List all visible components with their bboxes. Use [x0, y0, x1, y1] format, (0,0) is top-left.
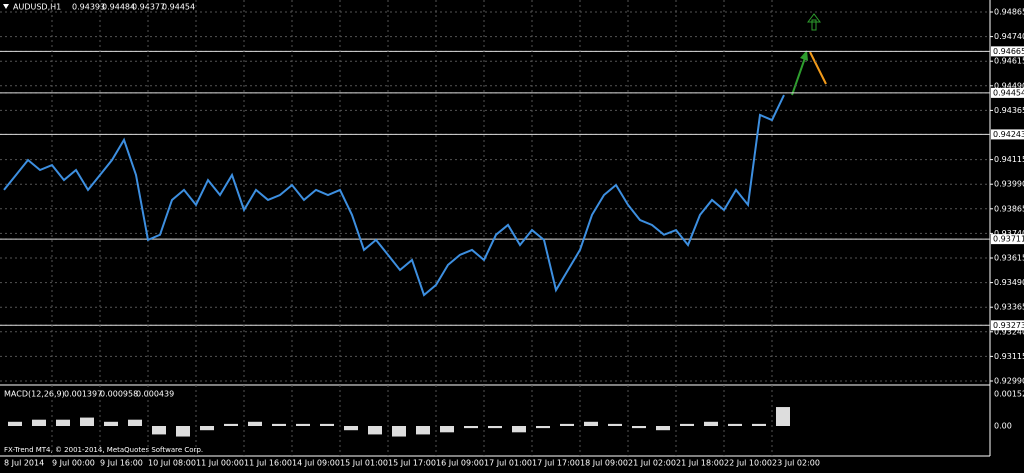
macd-bar	[608, 423, 622, 426]
price-label: 0.94865	[994, 8, 1024, 17]
arrow-up	[791, 54, 807, 96]
time-label: 15 Jul 17:00	[388, 459, 436, 468]
time-label: 16 Jul 09:00	[436, 459, 484, 468]
time-label: 21 Jul 02:00	[628, 459, 676, 468]
macd-bar	[176, 426, 190, 437]
time-label: 21 Jul 18:00	[676, 459, 724, 468]
macd-bar	[80, 417, 94, 426]
price-label: 0.94115	[994, 155, 1024, 164]
time-label: 14 Jul 09:00	[292, 459, 340, 468]
macd-bar	[152, 426, 166, 435]
price-label: 0.94740	[994, 32, 1024, 41]
macd-bar	[440, 426, 454, 433]
time-label: 23 Jul 02:00	[772, 459, 820, 468]
time-label: 22 Jul 10:00	[724, 459, 772, 468]
macd-bar	[224, 423, 238, 426]
time-label: 8 Jul 2014	[4, 459, 44, 468]
macd-bar	[488, 426, 502, 429]
macd-reading: 0.000439	[136, 390, 174, 399]
macd-bar	[104, 421, 118, 426]
time-label: 9 Jul 00:00	[52, 459, 95, 468]
price-label: 0.93865	[994, 204, 1024, 213]
price-label: 0.93711	[993, 235, 1024, 244]
arrow-down	[809, 51, 827, 85]
price-label: 0.93615	[994, 254, 1024, 263]
macd-bar	[8, 421, 22, 426]
macd-bar	[632, 426, 646, 429]
time-label: 15 Jul 01:00	[340, 459, 388, 468]
macd-bar	[416, 426, 430, 435]
macd-bar	[128, 419, 142, 426]
level-box	[991, 87, 1024, 98]
level-box	[991, 320, 1024, 331]
price-label: 0.93990	[994, 180, 1024, 189]
macd-bar	[680, 423, 694, 426]
macd-reading: 0.000958	[100, 390, 138, 399]
macd-bar	[344, 426, 358, 431]
macd-bar	[656, 426, 670, 431]
macd-bar	[560, 423, 574, 426]
macd-bar	[56, 419, 70, 426]
macd-axis-label: 0.00	[994, 422, 1012, 431]
macd-bar	[584, 421, 598, 426]
menu-triangle[interactable]	[3, 4, 9, 9]
macd-axis-label: 0.00152	[994, 390, 1024, 399]
level-box	[991, 234, 1024, 245]
macd-bar	[752, 423, 766, 426]
time-label: 11 Jul 16:00	[244, 459, 292, 468]
quote-value: 0.94454	[162, 3, 195, 12]
macd-bar	[320, 423, 334, 426]
time-label: 17 Jul 17:00	[532, 459, 580, 468]
macd-bar	[728, 423, 742, 426]
macd-bar	[296, 423, 310, 426]
time-label: 10 Jul 08:00	[148, 459, 196, 468]
macd-bar	[776, 407, 790, 426]
macd-bar	[704, 421, 718, 426]
price-label: 0.93490	[994, 278, 1024, 287]
price-line	[3, 94, 785, 297]
macd-title: MACD(12,26,9)	[4, 390, 65, 399]
macd-bar	[248, 421, 262, 426]
macd-bar	[392, 426, 406, 437]
macd-bar	[464, 426, 478, 429]
price-label: 0.93365	[994, 303, 1024, 312]
level-box	[991, 46, 1024, 57]
price-label: 0.94454	[993, 88, 1024, 97]
arrow-head	[800, 50, 808, 61]
price-label: 0.94365	[994, 106, 1024, 115]
macd-bar	[32, 419, 46, 426]
price-label: 0.94615	[994, 57, 1024, 66]
footer: FX-Trend MT4, © 2001-2014, MetaQuotes So…	[4, 446, 203, 454]
symbol: AUDUSD,H1	[13, 3, 61, 12]
time-label: 9 Jul 16:00	[100, 459, 143, 468]
price-label: 0.94243	[993, 130, 1024, 139]
price-label: 0.94490	[994, 81, 1024, 90]
level-box	[991, 129, 1024, 140]
macd-bar	[272, 423, 286, 426]
quote-value: 0.94393	[72, 3, 105, 12]
quote-value: 0.94377	[132, 3, 165, 12]
price-label: 0.93740	[994, 229, 1024, 238]
buy-icon	[807, 13, 821, 31]
quote-value: 0.94484	[102, 3, 135, 12]
macd-bar	[200, 426, 214, 431]
macd-bar	[536, 426, 550, 429]
time-label: 18 Jul 09:00	[580, 459, 628, 468]
price-label: 0.93115	[994, 352, 1024, 361]
macd-bar	[512, 426, 526, 433]
time-label: 17 Jul 01:00	[484, 459, 532, 468]
price-label: 0.92990	[994, 377, 1024, 386]
macd-bar	[368, 426, 382, 435]
time-label: 11 Jul 00:00	[196, 459, 244, 468]
macd-reading: 0.001397	[64, 390, 102, 399]
price-label: 0.93240	[994, 327, 1024, 336]
price-label: 0.94665	[993, 47, 1024, 56]
price-label: 0.93273	[993, 321, 1024, 330]
